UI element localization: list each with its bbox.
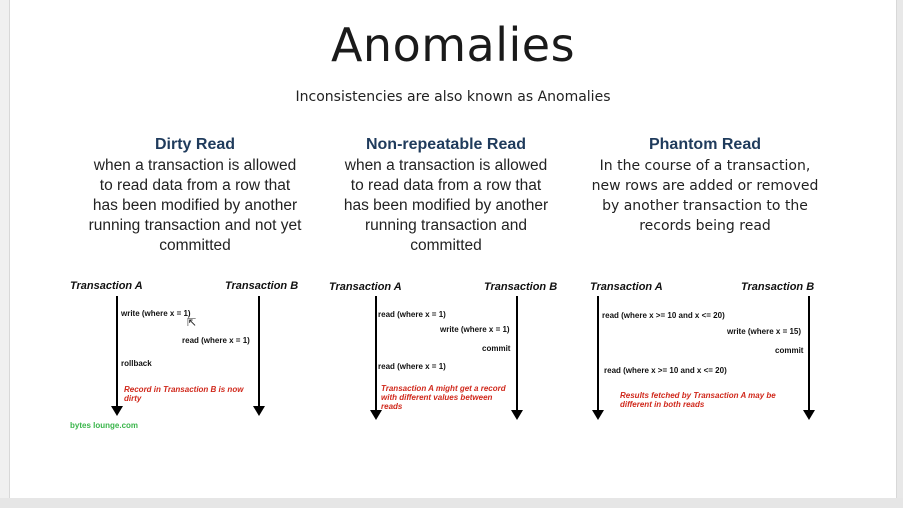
- phantom-read-arrow-a: [592, 410, 604, 420]
- desc-line: to read data from a row that: [99, 177, 291, 194]
- dirty-read-arrow-a: [111, 406, 123, 416]
- desc-line: to read data from a row that: [350, 177, 542, 194]
- phantom-read-timeline-b: [808, 296, 810, 412]
- slide-subtitle: Inconsistencies are also known as Anomal…: [295, 89, 611, 105]
- dirty-read-timeline-a: [116, 296, 118, 408]
- desc-line: committed: [410, 237, 482, 254]
- non-repeatable-read-step-commit: commit: [482, 344, 511, 353]
- non-repeatable-read-transaction-a-label: Transaction A: [329, 281, 402, 293]
- non-repeatable-read-timeline-b: [516, 296, 518, 412]
- phantom-read-transaction-a-label: Transaction A: [590, 281, 663, 293]
- non-repeatable-read-note: Transaction A might get a record with di…: [381, 384, 506, 411]
- non-repeatable-read-transaction-b-label: Transaction B: [484, 281, 558, 293]
- desc-line: In the course of a transaction,: [599, 158, 811, 174]
- phantom-read-timeline-a: [597, 296, 599, 412]
- dirty-read-step-write: write (where x = 1): [121, 309, 191, 318]
- desc-line: has been modified by another: [343, 197, 549, 214]
- non-repeatable-read-step-read-2: read (where x = 1): [378, 362, 446, 371]
- non-repeatable-read-step-read-1: read (where x = 1): [378, 310, 446, 319]
- desc-line: running transaction and: [364, 217, 527, 234]
- dirty-read-step-read: read (where x = 1): [182, 336, 250, 345]
- non-repeatable-read-description: when a transaction is allowed to read da…: [315, 156, 577, 256]
- desc-line: new rows are added or removed: [591, 178, 819, 194]
- desc-line: committed: [159, 237, 231, 254]
- dirty-read-transaction-a-label: Transaction A: [70, 280, 143, 292]
- non-repeatable-read-step-write: write (where x = 1): [440, 325, 510, 334]
- dirty-read-transaction-b-label: Transaction B: [225, 280, 299, 292]
- dirty-read-description: when a transaction is allowed to read da…: [50, 156, 340, 256]
- dirty-read-step-rollback: rollback: [121, 359, 152, 368]
- desc-line: by another transaction to the: [602, 198, 808, 214]
- phantom-read-description: In the course of a transaction, new rows…: [580, 156, 830, 236]
- phantom-read-step-write: write (where x = 15): [727, 327, 802, 336]
- source-credit: bytes lounge.com: [70, 421, 139, 430]
- non-repeatable-read-arrow-b: [511, 410, 523, 420]
- desc-line: when a transaction is allowed: [344, 157, 548, 174]
- phantom-read-heading: Phantom Read: [648, 136, 761, 153]
- slide-title: Anomalies: [330, 18, 576, 72]
- dirty-read-arrow-b: [253, 406, 265, 416]
- dirty-read-timeline-b: [258, 296, 260, 408]
- phantom-read-transaction-b-label: Transaction B: [741, 281, 815, 293]
- phantom-read-step-read-2: read (where x >= 10 and x <= 20): [604, 366, 727, 375]
- dirty-read-note: Record in Transaction B is now dirty: [124, 385, 244, 403]
- mouse-cursor-icon: ⇱: [187, 317, 197, 329]
- desc-line: has been modified by another: [92, 197, 298, 214]
- non-repeatable-read-timeline-a: [375, 296, 377, 412]
- right-edge-bar: [897, 0, 903, 508]
- phantom-read-step-read-1: read (where x >= 10 and x <= 20): [602, 311, 725, 320]
- slide: Anomalies Inconsistencies are also known…: [10, 0, 896, 498]
- desc-line: records being read: [639, 218, 771, 234]
- dirty-read-heading: Dirty Read: [154, 136, 236, 153]
- non-repeatable-read-arrow-a: [370, 410, 382, 420]
- phantom-read-arrow-b: [803, 410, 815, 420]
- desc-line: running transaction and not yet: [88, 217, 302, 234]
- phantom-read-step-commit: commit: [775, 346, 804, 355]
- phantom-read-note: Results fetched by Transaction A may be …: [620, 391, 776, 409]
- bottom-edge-bar: [0, 498, 903, 508]
- desc-line: when a transaction is allowed: [93, 157, 297, 174]
- non-repeatable-read-heading: Non-repeatable Read: [365, 136, 527, 153]
